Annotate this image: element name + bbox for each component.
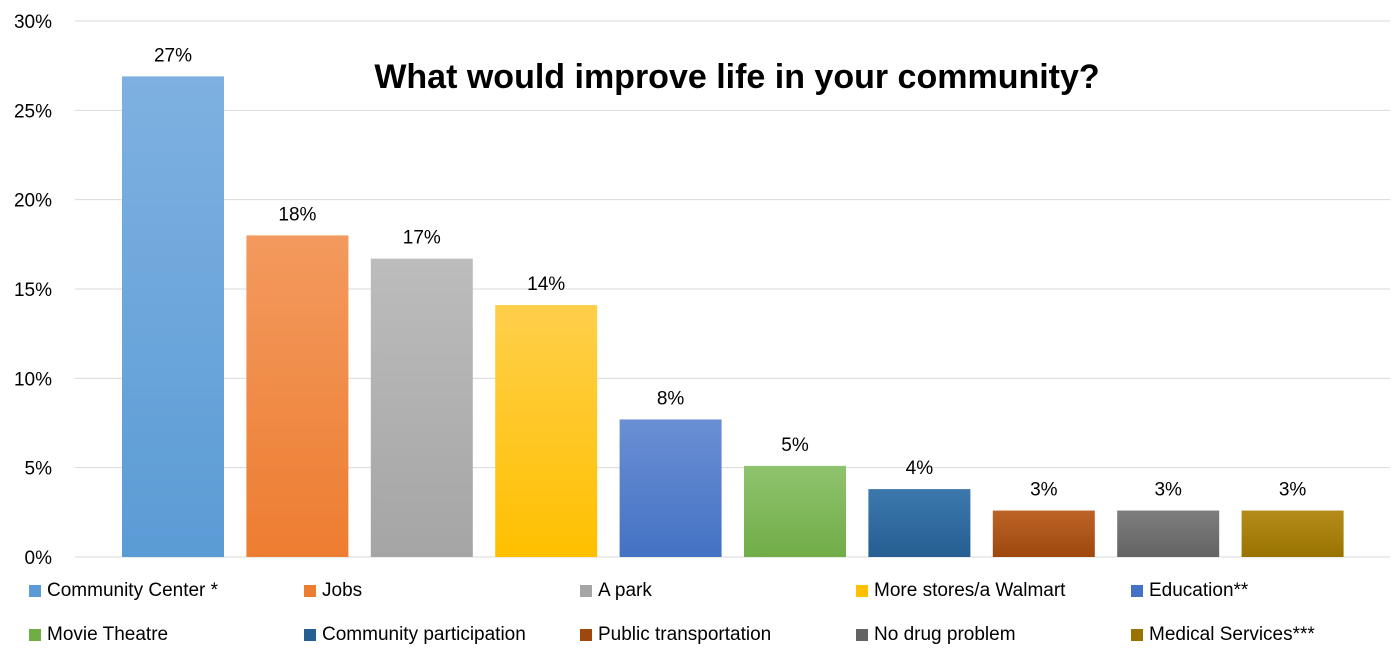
data-label: 3%	[1154, 480, 1182, 501]
data-label: 17%	[403, 228, 441, 249]
bar-2	[246, 235, 349, 557]
bar-6	[744, 465, 846, 557]
legend-item: Jobs	[304, 578, 362, 604]
y-axis-ticks: 0% 5% 10% 15% 20% 25% 30%	[14, 12, 52, 569]
legend-item: Public transportation	[580, 622, 771, 648]
legend-label: Community Center *	[47, 580, 219, 601]
y-tick-label: 30%	[14, 12, 52, 33]
legend-item: Medical Services***	[1131, 622, 1315, 648]
y-tick-label: 20%	[14, 191, 52, 212]
legend-item: A park	[580, 578, 652, 604]
data-label: 5%	[781, 435, 809, 456]
data-labels: 27% 18% 17% 14% 8% 5% 4% 3% 3% 3%	[154, 45, 1306, 500]
legend-label: Education**	[1149, 580, 1249, 601]
legend-label: A park	[598, 580, 652, 601]
legend-item: No drug problem	[856, 622, 1016, 648]
legend-label: Movie Theatre	[47, 624, 169, 645]
legend-label: Community participation	[322, 624, 526, 645]
data-label: 3%	[1279, 480, 1307, 501]
legend-swatch	[1131, 629, 1143, 641]
legend-label: No drug problem	[874, 624, 1016, 645]
bar-3	[370, 258, 473, 557]
bar-9	[1117, 510, 1220, 557]
legend-label: Public transportation	[598, 624, 772, 645]
bar-8	[992, 510, 1095, 557]
data-label: 14%	[527, 274, 565, 295]
legend-label: Jobs	[322, 580, 363, 601]
bars	[122, 76, 1344, 558]
bar-7	[868, 489, 971, 557]
legend-swatch	[580, 629, 592, 641]
legend-swatch	[304, 629, 316, 641]
legend-swatch	[304, 585, 316, 597]
legend-swatch	[856, 629, 868, 641]
bar-5	[619, 419, 722, 557]
legend-item: Community participation	[304, 622, 526, 648]
legend-item: Education**	[1131, 578, 1248, 604]
legend-swatch	[856, 585, 868, 597]
data-label: 18%	[278, 204, 316, 225]
bar-10	[1241, 510, 1344, 557]
data-label: 27%	[154, 45, 192, 66]
y-tick-label: 0%	[25, 548, 53, 569]
data-label: 4%	[906, 458, 934, 479]
bar-4	[495, 305, 598, 557]
legend-swatch	[29, 629, 41, 641]
y-tick-label: 15%	[14, 280, 52, 301]
legend: Community Center * Jobs A park More stores/…	[0, 568, 1398, 649]
chart-title: What would improve life in your communit…	[374, 58, 1099, 96]
legend-swatch	[1131, 585, 1143, 597]
y-tick-label: 25%	[14, 101, 52, 122]
legend-swatch	[29, 585, 41, 597]
y-tick-label: 10%	[14, 369, 52, 390]
data-label: 3%	[1030, 480, 1058, 501]
legend-swatch	[580, 585, 592, 597]
legend-item: More stores/a Walmart	[856, 578, 1065, 604]
legend-label: Medical Services***	[1149, 624, 1315, 645]
data-label: 8%	[657, 388, 685, 409]
bar-1	[122, 76, 224, 558]
legend-label: More stores/a Walmart	[874, 580, 1066, 601]
y-tick-label: 5%	[25, 459, 53, 480]
legend-item: Movie Theatre	[29, 622, 168, 648]
legend-item: Community Center *	[29, 578, 218, 604]
